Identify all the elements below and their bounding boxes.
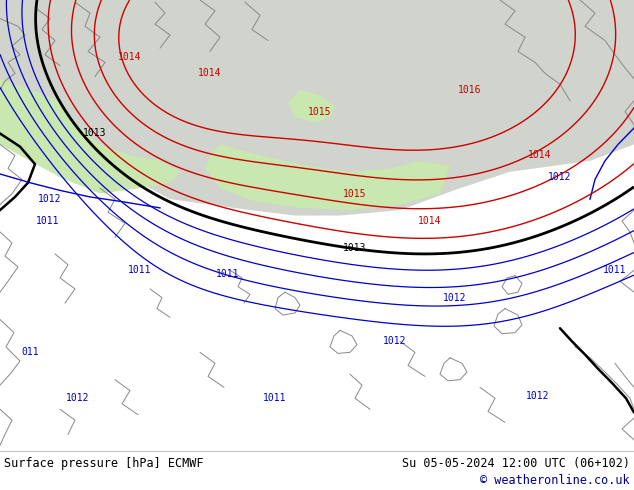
- Text: 1014: 1014: [528, 150, 552, 160]
- Text: 1012: 1012: [548, 172, 572, 182]
- Text: 1016: 1016: [458, 85, 482, 95]
- Text: 1011: 1011: [36, 216, 60, 226]
- Text: 1012: 1012: [66, 393, 90, 403]
- Polygon shape: [0, 0, 634, 216]
- Text: 1014: 1014: [119, 52, 142, 62]
- Text: 1012: 1012: [526, 391, 550, 401]
- Text: 1014: 1014: [198, 68, 222, 78]
- Polygon shape: [288, 90, 335, 122]
- Text: 011: 011: [21, 347, 39, 357]
- Text: 1013: 1013: [83, 128, 107, 139]
- Text: 1011: 1011: [263, 393, 287, 403]
- Text: 1011: 1011: [216, 269, 240, 278]
- Text: 1012: 1012: [443, 293, 467, 303]
- Text: 1015: 1015: [308, 107, 332, 117]
- Text: 1013: 1013: [343, 244, 366, 253]
- Text: 1011: 1011: [128, 265, 152, 275]
- Text: Su 05-05-2024 12:00 UTC (06+102): Su 05-05-2024 12:00 UTC (06+102): [402, 457, 630, 470]
- Text: 1012: 1012: [383, 336, 407, 346]
- Text: 1011: 1011: [603, 265, 627, 275]
- Text: 1012: 1012: [38, 194, 61, 204]
- Text: 1015: 1015: [343, 189, 366, 198]
- Text: © weatheronline.co.uk: © weatheronline.co.uk: [481, 474, 630, 488]
- Text: 1014: 1014: [418, 216, 442, 226]
- Polygon shape: [205, 145, 450, 210]
- Polygon shape: [0, 79, 180, 194]
- Text: Surface pressure [hPa] ECMWF: Surface pressure [hPa] ECMWF: [4, 457, 204, 470]
